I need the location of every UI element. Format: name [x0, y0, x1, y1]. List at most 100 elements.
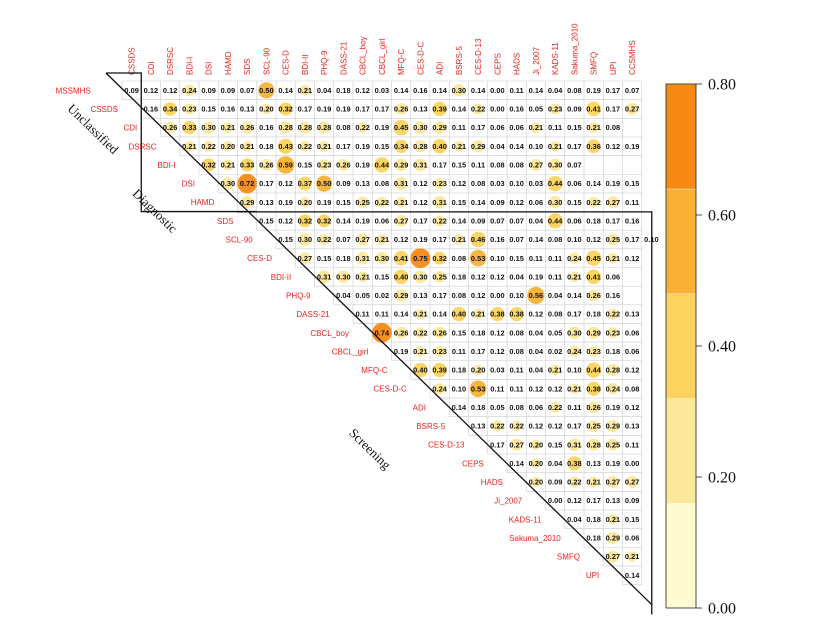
correlation-value: 0.38	[567, 459, 581, 468]
correlation-value: 0.14	[432, 86, 447, 95]
correlation-value: 0.22	[317, 235, 331, 244]
correlation-value: 0.29	[432, 123, 446, 132]
correlation-value: 0.14	[529, 86, 544, 95]
correlation-value: 0.17	[432, 291, 446, 300]
correlation-value: 0.20	[529, 478, 543, 487]
column-label: MFQ-C	[397, 49, 406, 75]
correlation-value: 0.10	[509, 179, 523, 188]
correlation-circle	[434, 345, 446, 357]
correlation-circle	[585, 250, 602, 266]
correlation-value: 0.22	[201, 142, 215, 151]
correlation-circle	[337, 159, 350, 171]
correlation-value: 0.50	[259, 86, 273, 95]
correlation-value: 0.21	[394, 198, 408, 207]
correlation-value: 0.08	[548, 235, 562, 244]
correlation-value: 0.19	[606, 459, 620, 468]
correlation-value: 0.40	[432, 142, 446, 151]
correlation-value: 0.31	[413, 161, 427, 170]
correlation-value: 0.22	[509, 422, 523, 431]
correlation-value: 0.40	[394, 272, 408, 281]
correlation-circle	[222, 122, 234, 133]
correlation-circle	[237, 173, 257, 194]
correlation-circle	[394, 139, 408, 153]
correlation-value: 0.28	[278, 123, 292, 132]
correlation-value: 0.14	[432, 310, 447, 319]
correlation-value: 0.02	[548, 347, 562, 356]
correlation-value: 0.20	[529, 459, 543, 468]
row-labels: MSSMHS CSSDS CDI DSRSC BDI-I DSI HAMD SDS SCL-90…	[56, 86, 600, 580]
correlation-value: 0.29	[240, 198, 254, 207]
correlation-value: 0.13	[355, 179, 369, 188]
correlation-circle	[549, 364, 561, 376]
correlation-value: 0.18	[606, 347, 620, 356]
legend-color-band	[666, 84, 696, 189]
correlation-circle	[183, 103, 195, 115]
correlation-value: 0.10	[509, 291, 523, 300]
correlation-value: 0.30	[548, 161, 562, 170]
correlation-value: 0.23	[586, 347, 600, 356]
correlation-circle	[394, 177, 408, 190]
correlation-value: 0.20	[298, 198, 312, 207]
screening-boundary	[237, 211, 653, 615]
correlation-circle	[491, 420, 503, 432]
correlation-value: 0.24	[182, 86, 197, 95]
correlation-circle	[470, 231, 486, 248]
correlation-value: 0.06	[606, 272, 620, 281]
correlation-value: 0.23	[606, 328, 620, 337]
correlation-circle	[626, 551, 638, 562]
correlation-value: 0.38	[490, 310, 504, 319]
column-label: DSRSC	[166, 47, 175, 75]
color-legend: 0.00 0.20 0.40 0.60 0.80	[665, 77, 736, 618]
correlation-value: 0.16	[144, 105, 158, 114]
correlation-value: 0.08	[606, 123, 620, 132]
legend-color-band	[666, 188, 696, 294]
correlation-value: 0.30	[413, 123, 427, 132]
correlation-value: 0.14	[567, 291, 582, 300]
correlation-value: 0.44	[375, 161, 390, 170]
correlation-circle	[587, 326, 600, 339]
correlation-value: 0.03	[490, 179, 504, 188]
correlation-value: 0.04	[509, 272, 524, 281]
correlation-value: 0.27	[509, 440, 523, 449]
correlation-value: 0.28	[606, 366, 620, 375]
row-label: CDI	[123, 124, 137, 133]
row-label: CES-D-C	[373, 385, 407, 394]
correlation-value: 0.12	[586, 235, 600, 244]
correlation-circle	[357, 122, 369, 134]
correlation-value: 0.13	[413, 105, 427, 114]
correlation-value: 0.27	[606, 552, 620, 561]
correlation-value: 0.31	[567, 440, 581, 449]
correlation-value: 0.08	[625, 384, 639, 393]
column-label: CSSDS	[128, 47, 137, 75]
row-label: UPI	[586, 571, 599, 580]
correlation-circle	[413, 362, 428, 378]
correlation-value: 0.27	[606, 478, 620, 487]
correlation-value: 0.33	[240, 161, 254, 170]
correlation-circle	[607, 252, 619, 264]
correlation-value: 0.12	[606, 142, 620, 151]
correlation-circle	[585, 362, 602, 378]
correlation-circle	[410, 248, 431, 269]
correlation-value: 0.15	[567, 123, 581, 132]
correlation-value: 0.30	[336, 272, 350, 281]
correlation-value: 0.05	[490, 403, 504, 412]
correlation-value: 0.15	[278, 235, 292, 244]
correlation-value: 0.08	[452, 291, 466, 300]
correlation-circle	[222, 141, 234, 152]
correlation-value: 0.12	[490, 347, 504, 356]
correlation-value: 0.15	[259, 216, 273, 225]
correlation-value: 0.06	[529, 198, 543, 207]
correlation-value: 0.21	[413, 310, 427, 319]
correlation-circle	[469, 380, 487, 398]
correlation-value: 0.28	[413, 142, 427, 151]
correlation-value: 0.53	[471, 254, 485, 263]
correlation-circle	[395, 103, 407, 115]
correlation-circle	[607, 514, 619, 525]
correlation-value: 0.17	[490, 440, 504, 449]
correlation-value: 0.15	[452, 328, 466, 337]
correlation-value: 0.28	[586, 440, 600, 449]
correlation-value: 0.40	[452, 310, 466, 319]
correlation-value: 0.29	[606, 422, 620, 431]
correlation-circle	[394, 289, 408, 302]
correlation-value: 0.14	[625, 571, 640, 580]
